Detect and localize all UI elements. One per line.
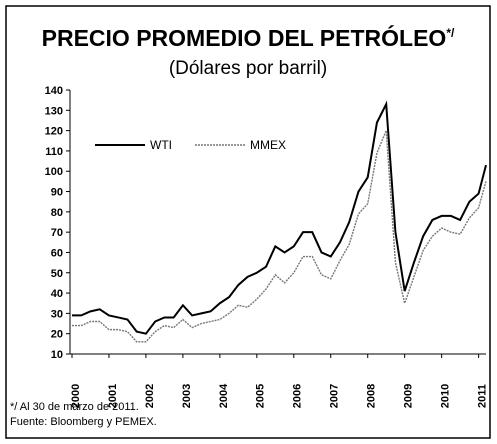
legend-label: MMEX <box>250 138 286 152</box>
x-tick-label: 2000 <box>70 384 82 408</box>
y-tick-label: 90 <box>51 187 63 199</box>
title-text: PRECIO PROMEDIO DEL PETRÓLEO <box>42 24 447 51</box>
line <box>72 130 487 343</box>
y-tick-label: 60 <box>51 247 63 259</box>
y-tick-label: 50 <box>51 268 63 280</box>
x-tick-label: 2011 <box>477 384 489 408</box>
title-note: */ <box>446 26 455 40</box>
y-tick-label: 130 <box>45 105 63 117</box>
x-tick-label: 2008 <box>366 384 378 408</box>
legend-label: WTI <box>150 138 172 152</box>
y-tick-label: 120 <box>45 126 63 138</box>
x-tick-label: 2005 <box>255 384 267 408</box>
x-tick-label: 2006 <box>292 384 304 408</box>
x-tick-label: 2010 <box>440 384 452 408</box>
frame <box>5 5 491 439</box>
x-tick-label: 2009 <box>403 384 415 408</box>
x-tick-label: 2004 <box>218 383 230 408</box>
y-tick-label: 20 <box>51 329 63 341</box>
y-tick-label: 100 <box>45 166 63 178</box>
x-tick-label: 2007 <box>329 384 341 408</box>
line <box>72 100 487 335</box>
footnote: */ Al 30 de marzo de 2011. <box>10 401 139 413</box>
footnote: Fuente: Bloomberg y PEMEX. <box>10 416 157 428</box>
y-tick-label: 110 <box>45 146 63 158</box>
y-tick-label: 10 <box>51 349 63 361</box>
x-tick-label: 2001 <box>107 384 119 408</box>
y-tick-label: 70 <box>51 227 63 239</box>
subtitle: (Dólares por barril) <box>169 58 327 79</box>
y-tick-label: 30 <box>51 308 63 320</box>
chart-title: PRECIO PROMEDIO DEL PETRÓLEO*/ <box>42 24 455 51</box>
y-tick-label: 40 <box>51 288 63 300</box>
y-tick-label: 140 <box>45 85 63 97</box>
y-tick-label: 80 <box>51 207 63 219</box>
x-tick-label: 2002 <box>144 384 156 408</box>
x-tick-label: 2003 <box>181 384 193 408</box>
